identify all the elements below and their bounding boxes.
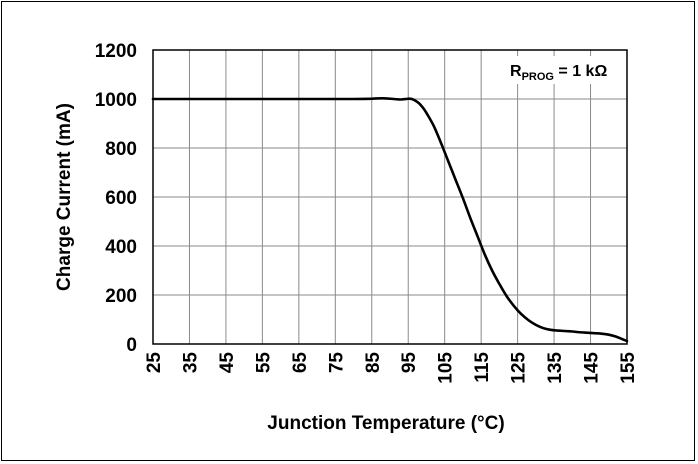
x-tick-label: 85: [363, 352, 384, 374]
x-tick-label: 35: [180, 352, 201, 374]
x-tick-label: 65: [290, 352, 311, 374]
x-tick-label: 135: [545, 352, 566, 384]
x-tick-label: 155: [618, 352, 639, 384]
grid: [152, 49, 628, 345]
x-tick-label: 115: [472, 352, 493, 383]
x-tick-labels: 25 35 45 55 65 75 85 95 105 115 125 135 145 155: [144, 352, 639, 384]
x-tick-label: 105: [436, 352, 457, 384]
x-tick-label: 95: [399, 352, 420, 374]
x-tick-label: 145: [582, 352, 603, 384]
x-axis-title: Junction Temperature (°C): [267, 413, 504, 434]
x-tick-label: 125: [509, 352, 530, 384]
y-tick-label: 1200: [95, 41, 137, 62]
annotation-box: [502, 56, 620, 84]
y-tick-label: 400: [105, 237, 137, 258]
y-tick-label: 600: [105, 188, 137, 209]
annotation-main: R: [510, 63, 522, 80]
y-tick-label: 0: [126, 335, 137, 356]
y-tick-label: 800: [105, 139, 137, 160]
rprog-annotation: RPROG = 1 kΩ: [510, 63, 607, 83]
y-axis-title: Charge Current (mA): [54, 103, 75, 291]
x-tick-label: 55: [253, 352, 274, 374]
annotation-subscript: PROG: [522, 71, 554, 83]
x-tick-label: 25: [144, 352, 165, 374]
annotation-value: = 1 kΩ: [554, 63, 607, 80]
y-tick-label: 1000: [95, 90, 137, 111]
y-tick-label: 200: [105, 286, 137, 307]
x-tick-label: 45: [217, 352, 238, 374]
plot-area: [152, 49, 628, 345]
series-line: [151, 96, 629, 343]
y-tick-labels: 0 200 400 600 800 1000 1200: [95, 41, 137, 356]
x-tick-label: 75: [326, 352, 347, 374]
